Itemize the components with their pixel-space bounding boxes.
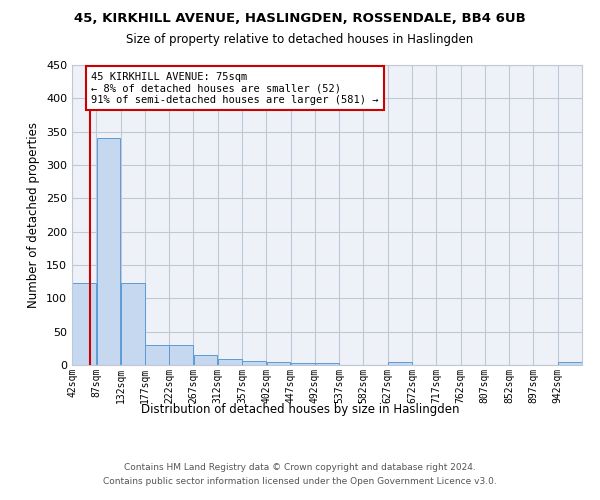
Text: Contains public sector information licensed under the Open Government Licence v3: Contains public sector information licen… <box>103 478 497 486</box>
Bar <box>242 361 266 365</box>
Text: 45, KIRKHILL AVENUE, HASLINGDEN, ROSSENDALE, BB4 6UB: 45, KIRKHILL AVENUE, HASLINGDEN, ROSSEND… <box>74 12 526 26</box>
Bar <box>97 138 121 365</box>
Bar <box>266 362 290 365</box>
Bar <box>558 362 582 365</box>
Y-axis label: Number of detached properties: Number of detached properties <box>28 122 40 308</box>
Bar <box>194 355 217 365</box>
Bar <box>121 283 145 365</box>
Bar <box>218 359 242 365</box>
Text: Size of property relative to detached houses in Haslingden: Size of property relative to detached ho… <box>127 32 473 46</box>
Bar <box>169 345 193 365</box>
Text: 45 KIRKHILL AVENUE: 75sqm
← 8% of detached houses are smaller (52)
91% of semi-d: 45 KIRKHILL AVENUE: 75sqm ← 8% of detach… <box>91 72 379 105</box>
Bar <box>315 363 339 365</box>
Text: Contains HM Land Registry data © Crown copyright and database right 2024.: Contains HM Land Registry data © Crown c… <box>124 462 476 471</box>
Bar <box>388 362 412 365</box>
Text: Distribution of detached houses by size in Haslingden: Distribution of detached houses by size … <box>141 402 459 415</box>
Bar <box>291 363 314 365</box>
Bar <box>72 283 96 365</box>
Bar <box>145 345 169 365</box>
